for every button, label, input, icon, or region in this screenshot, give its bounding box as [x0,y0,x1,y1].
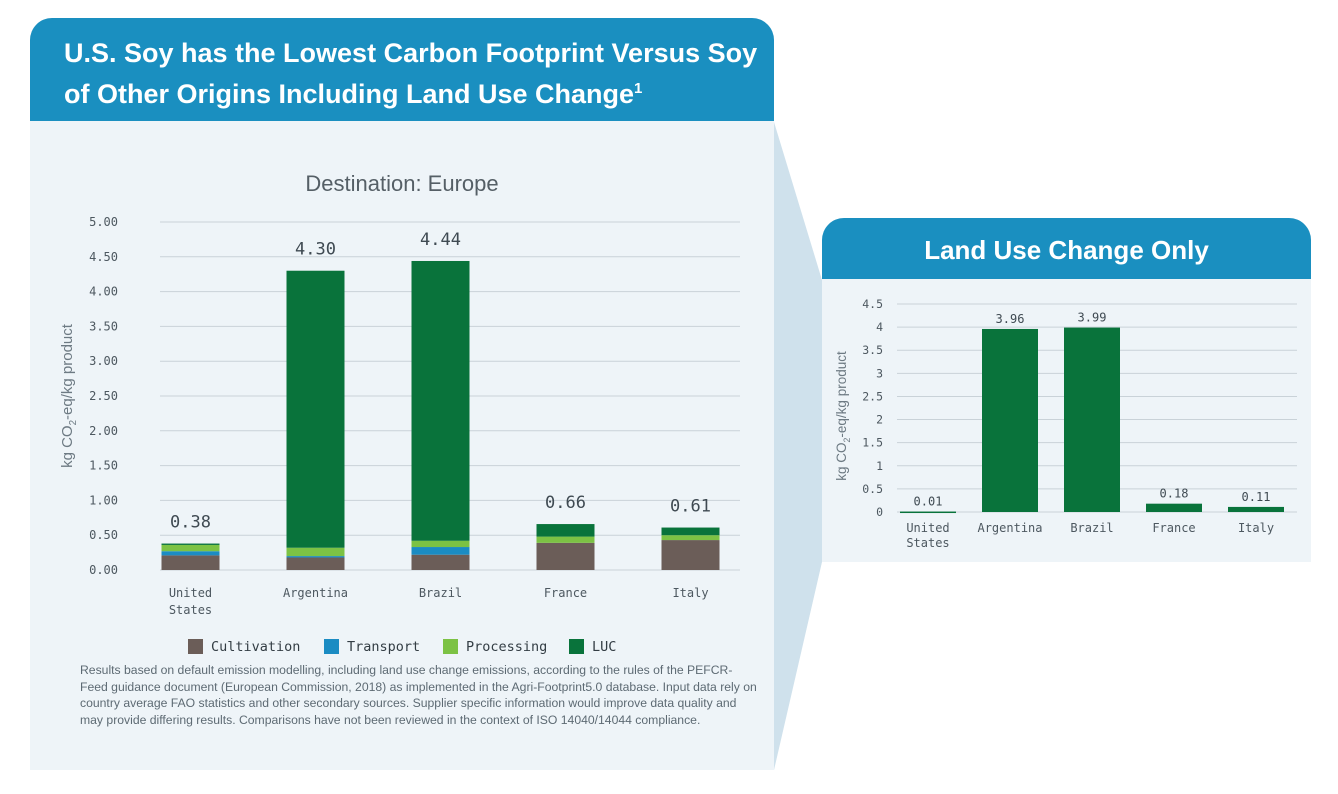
bar-segment-processing-france [536,536,595,543]
bar-segment-processing-italy [661,535,720,541]
legend-swatch-processing [443,639,458,654]
y-tick-label: 1.00 [89,493,118,507]
value-label-united-states: 0.01 [914,495,943,509]
value-label-france: 0.18 [1160,487,1189,501]
stacked-bar-chart: Destination: Europe 0.00 0.50 1.00 1.50 2.00 2… [59,171,740,655]
x-tick-label-italy: Italy [1238,521,1274,535]
x-tick-label-united-states: United States [906,521,949,550]
bar-segment-processing-brazil [411,540,470,548]
legend-swatch-cultivation [188,639,203,654]
total-label-brazil: 4.44 [420,230,461,250]
x-tick-label-italy: Italy [672,586,708,600]
y-axis-label: kg CO2-eq/kg product [59,323,79,468]
y-tick-label: 2.00 [89,424,118,438]
bar-segment-cultivation-france [536,542,595,570]
total-label-france: 0.66 [545,493,586,513]
title-footnote-marker: 1 [634,80,643,97]
main-chart-header: U.S. Soy has the Lowest Carbon Footprint… [30,18,774,121]
total-label-united-states: 0.38 [170,513,211,533]
x-tick-label-argentina: Argentina [977,521,1042,535]
y-tick-label: 0.50 [89,528,118,542]
bar-segment-processing-argentina [286,547,345,557]
y-tick-label: 3.5 [862,343,883,357]
y-tick-label: 2 [876,413,883,427]
y-tick-label: 3.50 [89,319,118,333]
value-label-argentina: 3.96 [996,312,1025,326]
y-tick-label: 3.00 [89,354,118,368]
y-tick-label: 1 [876,459,883,473]
value-label-brazil: 3.99 [1078,311,1107,325]
y-tick-label: 0.00 [89,563,118,577]
x-tick-label-argentina: Argentina [283,586,348,600]
bar-segment-luc-united-states [161,543,220,545]
bar-segment-transport-brazil [411,547,470,555]
bar-segment-cultivation-argentina [286,557,345,570]
total-label-italy: 0.61 [670,497,711,517]
y-tick-label: 4 [876,320,883,334]
bar-italy [1228,506,1284,512]
total-label-argentina: 4.30 [295,240,336,260]
x-tick-label-brazil: Brazil [419,586,462,600]
luc-chart-header: Land Use Change Only [822,218,1311,279]
footnote: Results based on default emission modell… [80,663,757,727]
bar-france [1146,503,1202,512]
legend-label-transport: Transport [347,639,420,655]
y-axis-label: kg CO2-eq/kg product [834,351,852,481]
y-tick-label: 1.5 [862,436,883,450]
chart-subtitle: Destination: Europe [305,171,498,196]
bar-united-states [900,511,956,514]
bar-segment-transport-united-states [161,551,220,556]
y-tick-label: 5.00 [89,215,118,229]
y-tick-label: 1.50 [89,459,118,473]
y-tick-label: 0 [876,505,883,519]
legend-label-luc: LUC [592,639,616,655]
main-chart-title: U.S. Soy has the Lowest Carbon Footprint… [64,36,764,112]
bar-segment-luc-france [536,524,595,537]
bar-segment-transport-argentina [286,556,345,558]
bar-segment-cultivation-brazil [411,554,470,570]
bar-segment-cultivation-united-states [161,555,220,570]
bar-brazil [1064,327,1120,512]
y-tick-label: 4.50 [89,250,118,264]
luc-bar-chart: 0 0.5 1 1.5 2 2.5 3 3.5 4 4.5 kg CO2-eq/kg product… [834,297,1297,550]
y-tick-label: 4.00 [89,285,118,299]
x-tick-label-united-states: United States [169,586,212,617]
y-tick-label: 2.50 [89,389,118,403]
y-tick-label: 2.5 [862,389,883,403]
bar-segment-processing-united-states [161,544,220,552]
x-tick-label-france: France [544,586,587,600]
value-label-italy: 0.11 [1242,490,1271,504]
bar-argentina [982,328,1038,512]
bar-segment-luc-argentina [286,270,345,548]
legend-swatch-luc [569,639,584,654]
legend-label-cultivation: Cultivation [211,639,300,655]
legend-swatch-transport [324,639,339,654]
y-tick-label: 0.5 [862,482,883,496]
y-tick-label: 4.5 [862,297,883,311]
legend-label-processing: Processing [466,639,547,655]
y-tick-label: 3 [876,366,883,380]
main-chart-panel: U.S. Soy has the Lowest Carbon Footprint… [30,18,774,770]
bar-segment-luc-italy [661,527,720,536]
main-title-text: U.S. Soy has the Lowest Carbon Footprint… [64,38,758,109]
bar-segment-luc-brazil [411,260,470,541]
x-tick-label-france: France [1152,521,1195,535]
luc-chart-panel: Land Use Change Only 0 0.5 1 1.5 2 2.5 3 3.5 4 4.… [822,218,1311,562]
x-tick-label-brazil: Brazil [1070,521,1113,535]
bar-segment-cultivation-italy [661,540,720,570]
